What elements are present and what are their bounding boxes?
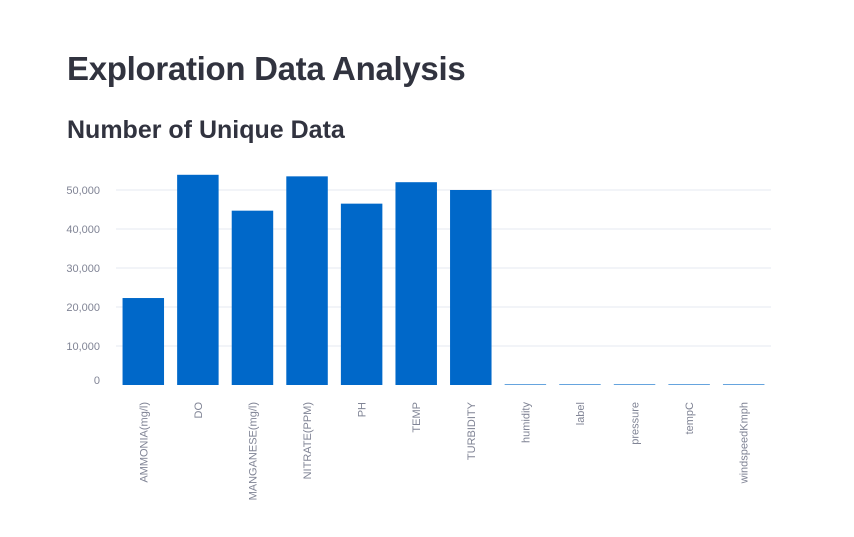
- x-tick-label: pressure: [630, 402, 642, 445]
- y-tick-label: 40,000: [66, 224, 100, 236]
- bar[interactable]: [668, 384, 710, 385]
- y-tick-label: 50,000: [66, 185, 100, 197]
- bar-chart[interactable]: 0 10,000 20,000 30,000 40,000 50,000 AMMONIA(m…: [0, 160, 854, 520]
- x-tick-label: DO: [193, 402, 205, 419]
- bar[interactable]: [504, 384, 547, 385]
- x-tick-label: AMMONIA(mg/l): [138, 402, 150, 483]
- bar[interactable]: [450, 190, 492, 385]
- y-tick-label: 10,000: [66, 341, 100, 353]
- bar[interactable]: [122, 298, 165, 385]
- y-tick-label: 0: [94, 375, 100, 387]
- x-tick-label: label: [575, 402, 587, 425]
- bar[interactable]: [286, 176, 328, 385]
- bar[interactable]: [231, 210, 274, 385]
- x-tick-label: TURBIDITY: [466, 401, 478, 460]
- x-tick-label: MANGANESE(mg/l): [247, 402, 259, 500]
- bar[interactable]: [177, 174, 219, 385]
- page-title: Exploration Data Analysis: [67, 50, 466, 87]
- x-tick-label: windspeedKmph: [739, 402, 751, 484]
- y-tick-label: 20,000: [66, 302, 100, 314]
- x-tick-label: tempC: [684, 402, 696, 434]
- bar[interactable]: [613, 384, 656, 385]
- x-tick-label: humidity: [520, 402, 532, 443]
- bar[interactable]: [395, 182, 437, 385]
- bar[interactable]: [559, 384, 601, 385]
- x-tick-label: PH: [357, 402, 369, 417]
- section-title: Number of Unique Data: [67, 116, 345, 144]
- bar-chart-svg[interactable]: 0 10,000 20,000 30,000 40,000 50,000 AMMONIA(m…: [0, 160, 854, 520]
- x-tick-label: TEMP: [411, 402, 423, 433]
- bar[interactable]: [340, 203, 383, 385]
- y-tick-label: 30,000: [66, 263, 100, 275]
- x-tick-label: NITRATE(PPM): [302, 402, 314, 479]
- bar[interactable]: [722, 384, 765, 385]
